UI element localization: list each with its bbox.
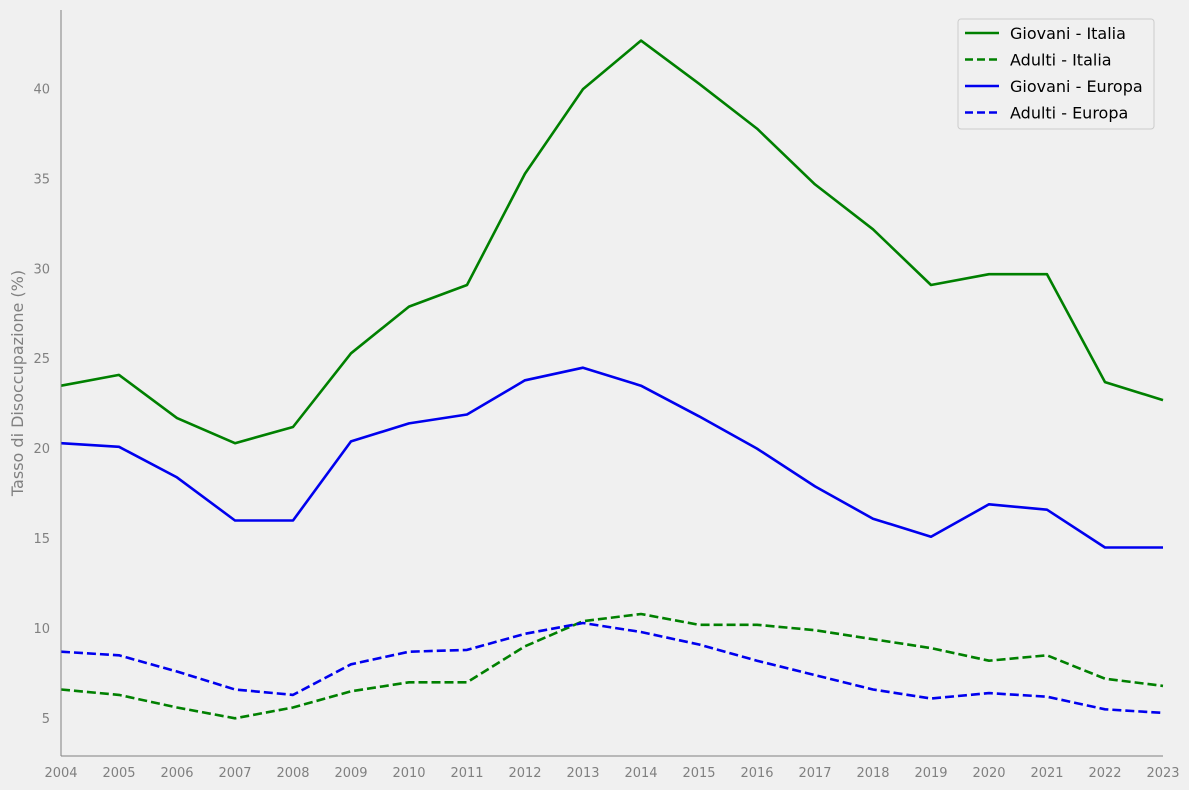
- x-tick-label: 2011: [450, 766, 483, 781]
- y-tick-label: 25: [33, 352, 50, 367]
- ticks-layer: 2004 2005 2006 2007 2008 2009 2010 2011 2012 2013…: [33, 83, 1179, 781]
- x-tick-label: 2008: [276, 766, 309, 781]
- y-tick-label: 20: [33, 442, 50, 457]
- y-axis-title: Tasso di Disoccupazione (%): [8, 270, 27, 497]
- y-tick-label: 15: [33, 532, 50, 547]
- x-tick-label: 2020: [972, 766, 1005, 781]
- x-tick-label: 2010: [392, 766, 425, 781]
- y-tick-label: 5: [42, 712, 50, 727]
- x-tick-label: 2016: [740, 766, 773, 781]
- x-tick-label: 2021: [1030, 766, 1063, 781]
- y-tick-label: 10: [33, 622, 50, 637]
- x-tick-label: 2023: [1146, 766, 1179, 781]
- x-tick-label: 2015: [682, 766, 715, 781]
- series-line-2: [60, 612, 1164, 720]
- x-tick-label: 2019: [914, 766, 947, 781]
- legend-box: [957, 18, 1155, 130]
- series-layer: [60, 39, 1164, 720]
- x-tick-label: 2005: [102, 766, 135, 781]
- legend-label: Adulti - Italia: [1010, 51, 1112, 70]
- x-tick-label: 2013: [566, 766, 599, 781]
- series-line-1: [60, 39, 1164, 445]
- x-tick-label: 2018: [856, 766, 889, 781]
- y-tick-label: 30: [33, 262, 50, 277]
- x-tick-label: 2006: [160, 766, 193, 781]
- y-tick-label: 40: [33, 83, 50, 98]
- series-line-3: [60, 366, 1163, 549]
- y-tick-label: 35: [33, 172, 50, 187]
- legend-label: Giovani - Europa: [1010, 77, 1143, 96]
- x-tick-label: 2014: [624, 766, 657, 781]
- x-tick-label: 2022: [1088, 766, 1121, 781]
- x-tick-label: 2007: [218, 766, 251, 781]
- x-tick-label: 2004: [44, 766, 77, 781]
- series-line-4: [60, 621, 1164, 715]
- x-tick-label: 2009: [334, 766, 367, 781]
- x-tick-label: 2017: [798, 766, 831, 781]
- legend-label: Giovani - Italia: [1010, 24, 1126, 43]
- legend-label: Adulti - Europa: [1010, 104, 1128, 123]
- x-tick-label: 2012: [508, 766, 541, 781]
- legend: Giovani - Italia Adulti - Italia Giovani -…: [957, 18, 1155, 130]
